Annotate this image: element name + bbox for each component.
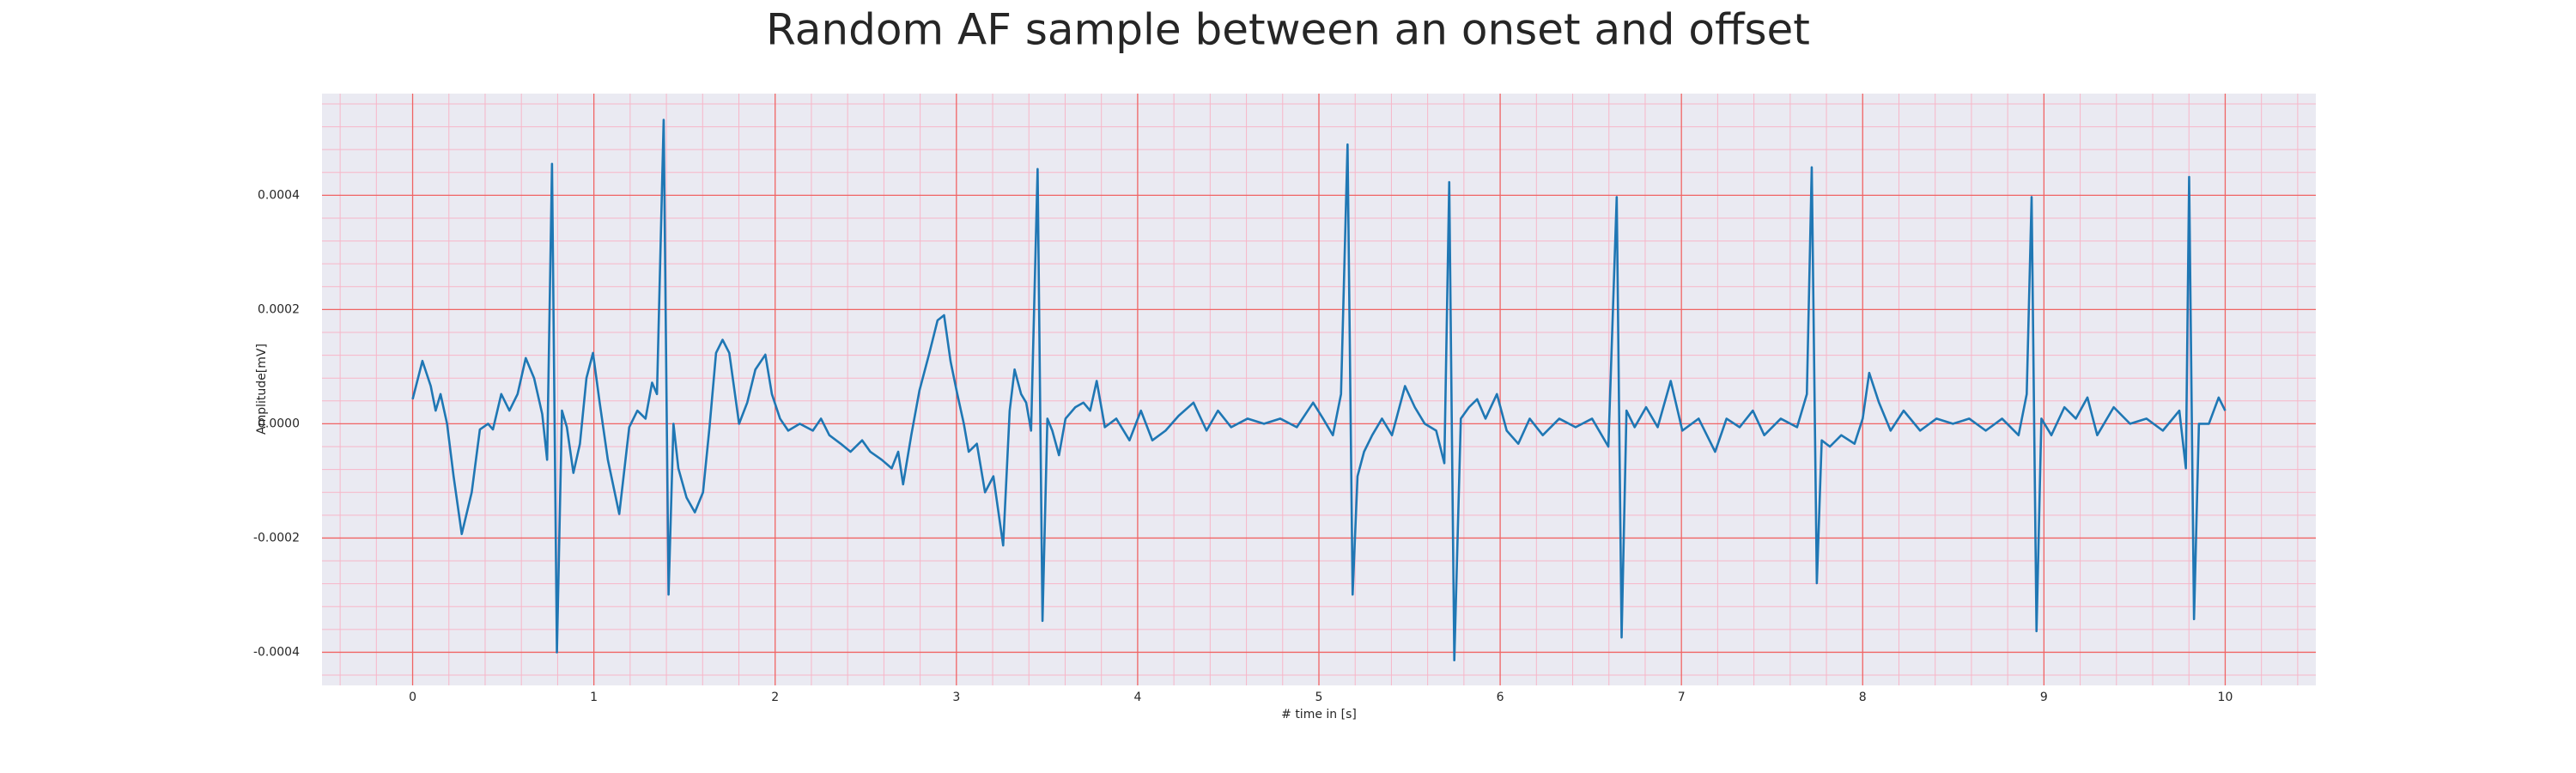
signal-line: [411, 119, 2227, 662]
x-axis-label: # time in [s]: [1281, 708, 1357, 721]
x-tick-label: 3: [952, 691, 960, 704]
x-tick-label: 10: [2218, 691, 2233, 704]
y-tick-label: 0.0004: [258, 188, 300, 202]
x-tick-label: 0: [409, 691, 416, 704]
y-tick-label: 0.0002: [258, 302, 300, 316]
y-axis-label: Amplitude[mV]: [255, 344, 269, 435]
y-tick-label: 0.0000: [258, 417, 300, 430]
y-tick-label: -0.0004: [253, 645, 300, 659]
chart-title: Random AF sample between an onset and of…: [766, 5, 1810, 55]
y-tick-label: -0.0002: [253, 531, 300, 545]
x-tick-label: 6: [1497, 691, 1504, 704]
x-tick-label: 2: [771, 691, 779, 704]
x-tick-label: 1: [590, 691, 598, 704]
x-tick-label: 4: [1133, 691, 1141, 704]
x-tick-label: 7: [1678, 691, 1686, 704]
x-tick-label: 9: [2040, 691, 2048, 704]
x-tick-label: 8: [1859, 691, 1867, 704]
x-tick-label: 5: [1315, 691, 1323, 704]
